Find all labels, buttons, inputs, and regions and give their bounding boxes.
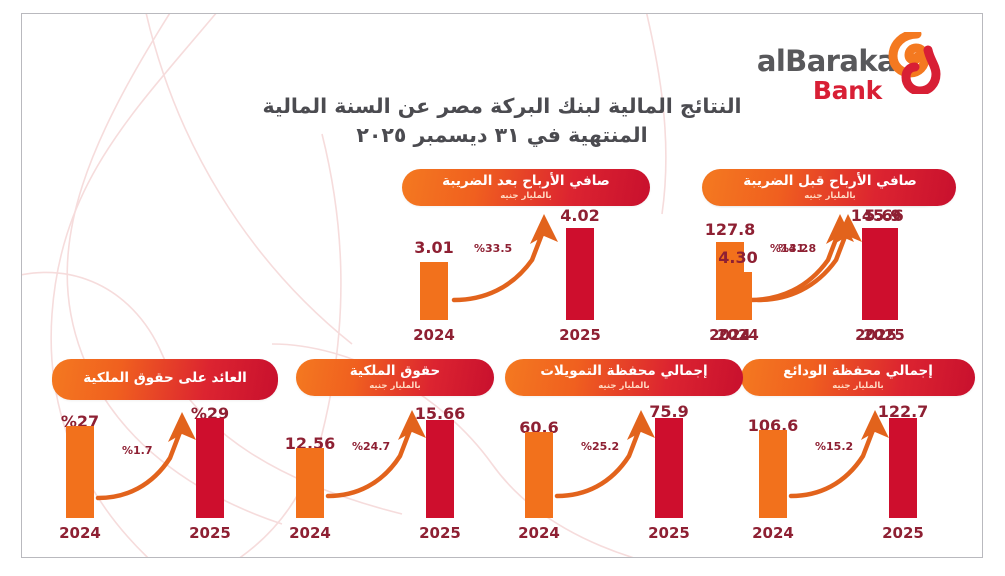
bar-year-2025: 2025 — [189, 524, 231, 542]
bar-year-2024: 2024 — [413, 326, 455, 344]
bar-2024 — [525, 432, 553, 518]
bar-year-2024: 2024 — [59, 524, 101, 542]
bar-2024 — [420, 262, 448, 320]
bar-year-2024: 2024 — [709, 326, 751, 344]
card-title: إجمالي محفظة التمويلات — [540, 362, 708, 379]
bar-year-2025: 2025 — [855, 326, 897, 344]
bar-2024 — [759, 430, 787, 518]
bar-2024 — [296, 448, 324, 518]
card-plot: %27 2024 %29 2025 %1.7 — [46, 400, 284, 544]
bar-2025 — [566, 228, 594, 320]
card-header-pill-total-financing: إجمالي محفظة التمويلات بالمليار جنيه — [505, 359, 743, 396]
bar-2025 — [889, 418, 917, 518]
card-plot: 106.6 2024 122.7 2025 %15.2 — [739, 396, 977, 544]
card-subtitle: بالمليار جنيه — [598, 380, 650, 391]
card-return-on-equity: العائد على حقوق الملكية %27 2024 %29 202… — [46, 359, 284, 544]
bar-value-2024: 127.8 — [704, 220, 756, 239]
growth-percent: %33.5 — [474, 242, 513, 255]
card-plot: 4.30 2024 5.66 2025 %31.8 — [694, 206, 966, 346]
card-plot: 12.56 2024 15.66 2025 %24.7 — [276, 396, 514, 544]
bar-value-2025: 75.9 — [649, 402, 689, 421]
bar-2024 — [66, 426, 94, 518]
card-subtitle: بالمليار جنيه — [832, 380, 884, 391]
bar-2025 — [426, 420, 454, 518]
growth-percent: %24.7 — [352, 440, 391, 453]
card-title: حقوق الملكية — [349, 362, 441, 379]
bar-2025 — [196, 418, 224, 518]
bar-value-2024: 4.30 — [718, 248, 758, 267]
bar-year-2025: 2025 — [863, 326, 905, 344]
card-plot: 60.6 2024 75.9 2025 %25.2 — [505, 396, 743, 544]
growth-percent: %31.8 — [778, 242, 817, 255]
card-total-financing: إجمالي محفظة التمويلات بالمليار جنيه 60.… — [505, 359, 743, 544]
bar-year-2024: 2024 — [717, 326, 759, 344]
logo-wordmark-albaraka: alBaraka — [756, 44, 897, 78]
growth-arrow — [755, 214, 862, 303]
card-total-deposits: إجمالي محفظة الودائع بالمليار جنيه 106.6… — [739, 359, 977, 544]
card-header-pill-equity: حقوق الملكية بالمليار جنيه — [296, 359, 494, 396]
bar-year-2024: 2024 — [752, 524, 794, 542]
growth-percent: %1.7 — [122, 444, 153, 457]
bar-value-2024: 3.01 — [414, 238, 454, 257]
bar-year-2024: 2024 — [518, 524, 560, 542]
logo-wordmark-bank: Bank — [812, 76, 882, 105]
card-subtitle: بالمليار جنيه — [369, 380, 421, 391]
bar-value-2025: 122.7 — [877, 402, 929, 421]
growth-percent: %15.2 — [815, 440, 854, 453]
bar-year-2024: 2024 — [289, 524, 331, 542]
poster-frame: alBaraka Bank النتائج المالية لبنك البرك… — [21, 13, 983, 558]
card-title: صافي الأرباح بعد الضريبة — [442, 172, 610, 189]
card-header-pill-return-on-equity: العائد على حقوق الملكية — [52, 359, 278, 400]
bar-value-2025: 4.02 — [560, 206, 600, 225]
bar-year-2025: 2025 — [559, 326, 601, 344]
bar-year-2025: 2025 — [882, 524, 924, 542]
bar-value-2025: 145.9 — [850, 206, 902, 225]
card-subtitle: بالمليار جنيه — [500, 190, 552, 201]
bar-year-2025: 2025 — [648, 524, 690, 542]
card-title: صافي الأرباح قبل الضريبة — [743, 172, 917, 189]
card-title: العائد على حقوق الملكية — [83, 370, 247, 387]
card-header-pill-total-deposits: إجمالي محفظة الودائع بالمليار جنيه — [741, 359, 975, 396]
card-net-profit-before-tax: صافي الأرباح قبل الضريبة بالمليار جنيه 4… — [694, 169, 966, 346]
bar-2025 — [655, 418, 683, 518]
bar-year-2025: 2025 — [419, 524, 461, 542]
albaraka-teardrop-mark — [888, 32, 941, 94]
bar-2025 — [870, 228, 898, 320]
card-subtitle: بالمليار جنيه — [804, 190, 856, 201]
card-plot: 3.01 2024 4.02 2025 %33.5 — [390, 206, 662, 346]
card-equity: حقوق الملكية بالمليار جنيه 12.56 2024 15… — [276, 359, 514, 544]
bar-value-2025: 5.66 — [864, 206, 904, 225]
bar-2024 — [724, 272, 752, 320]
growth-percent: %25.2 — [581, 440, 620, 453]
card-header-pill-net-profit-before-tax: صافي الأرباح قبل الضريبة بالمليار جنيه — [704, 169, 956, 206]
card-net-profit-after-tax: صافي الأرباح بعد الضريبة بالمليار جنيه 3… — [390, 169, 662, 346]
albaraka-bank-logo: alBaraka Bank — [734, 28, 944, 108]
card-header-pill-net-profit-after-tax: صافي الأرباح بعد الضريبة بالمليار جنيه — [402, 169, 650, 206]
page-title-line-2: المنتهية في ٣١ ديسمبر ٢٠٢٥ — [356, 123, 648, 148]
card-title: إجمالي محفظة الودائع — [783, 362, 933, 379]
growth-arrow — [451, 214, 558, 303]
